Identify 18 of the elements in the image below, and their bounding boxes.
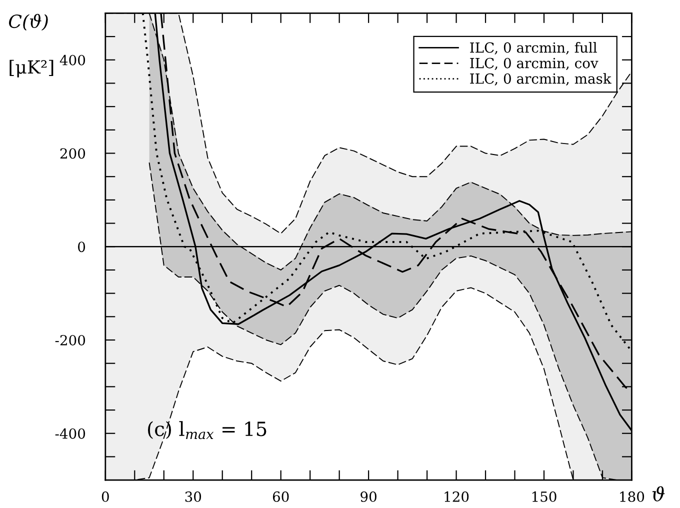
text: C(ϑ) [μK²] bbox=[9, 14, 54, 78]
y-tick-label: 0 bbox=[78, 242, 86, 252]
y-tick-label: 200 bbox=[60, 148, 86, 159]
x-tick-label: 0 bbox=[102, 491, 109, 502]
legend-label: ILC, 0 arcmin, mask bbox=[470, 73, 612, 86]
y-tick-label: -200 bbox=[55, 334, 86, 346]
x-tick-label: 150 bbox=[532, 491, 556, 502]
y-tick-label: 400 bbox=[60, 54, 86, 66]
x-tick-label: 180 bbox=[620, 491, 644, 502]
x-tick-label: 30 bbox=[185, 491, 202, 502]
x-tick-label: 60 bbox=[272, 491, 289, 502]
x-tick-label: 120 bbox=[444, 491, 469, 502]
y-tick-label: -400 bbox=[55, 428, 86, 439]
x-tick-label: 90 bbox=[360, 491, 376, 502]
annotation: (c) l$_{max}$ = 15 bbox=[148, 421, 266, 440]
legend-label: ILC, 0 arcmin, full bbox=[470, 42, 597, 54]
x-axis-title: ϑ bbox=[652, 486, 665, 502]
legend-label: ILC, 0 arcmin, cov bbox=[470, 58, 598, 70]
